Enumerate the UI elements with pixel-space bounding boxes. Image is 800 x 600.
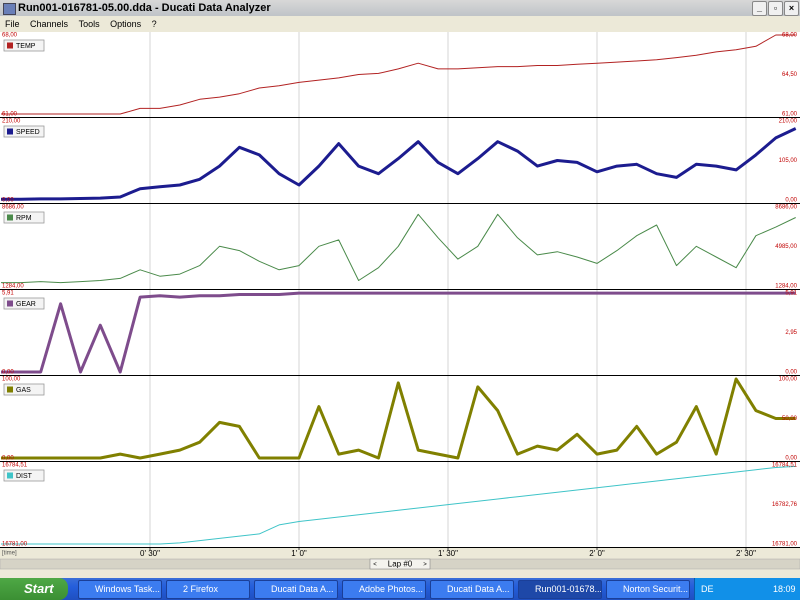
channel-name: DIST [16,473,33,480]
right-scale-label: 1284,00 [775,284,797,290]
channel-swatch [7,42,13,49]
clock: 18:09 [773,584,796,594]
right-scale-label: 61,00 [782,112,798,118]
right-scale-label: 100,00 [779,377,798,383]
left-scale-label: 16781,00 [2,542,28,548]
time-axis-bar [0,548,800,558]
right-scale-label: 0,00 [785,198,797,204]
taskbar-item[interactable]: Norton Securit... [606,580,690,599]
channel-label-box [3,383,45,396]
start-button[interactable]: Start [0,578,68,600]
right-scale-label: 16784,51 [772,463,798,469]
channel-trace [1,127,797,201]
left-scale-label: 100,00 [2,377,21,383]
taskbar-item[interactable]: Adobe Photos... [342,580,426,599]
menu-item[interactable]: Options [110,19,142,29]
channel-name: TEMP [16,43,36,50]
channel-label-box [3,297,45,310]
title-bar: Run001-016781-05.00.dda - Ducati Data An… [0,0,800,16]
time-tick-label: 2' 30" [736,549,756,558]
right-scale-label: 0,00 [785,370,797,376]
lap-prev[interactable]: < [373,562,377,568]
right-scale-label: 16781,00 [772,542,798,548]
right-scale-label: 68,00 [782,33,798,39]
channel-swatch [7,472,13,479]
time-tick-label: 1' 0" [291,549,307,558]
time-tick-label: 1' 30" [438,549,458,558]
channel-label-box [3,39,45,52]
right-scale-label: 2,95 [785,330,797,336]
taskbar-item[interactable]: 2 Firefox [166,580,250,599]
right-scale-label: 8686,00 [775,205,797,211]
left-scale-label: 68,00 [2,33,18,39]
right-scale-label: 16782,76 [772,502,798,508]
channel-trace [1,34,796,115]
right-scale-label: 4985,00 [775,244,797,250]
menu-bar: File Channels Tools Options ? [0,16,800,33]
right-scale-label: 105,00 [779,158,798,164]
menu-item[interactable]: File [5,19,20,29]
right-scale-label: 64,50 [782,72,798,78]
right-scale-label: 5,91 [785,291,797,297]
left-scale-label: 8686,00 [2,205,24,211]
system-tray: DE 18:09 [694,578,800,600]
window-title: Run001-016781-05.00.dda - Ducati Data An… [18,2,271,14]
left-scale-label: 0,00 [2,456,14,462]
taskbar-item[interactable]: Ducati Data A... [254,580,338,599]
time-tick-label: 2' 0" [589,549,605,558]
taskbar-item[interactable]: Windows Task... [78,580,162,599]
taskbar: Start Windows Task... 2 Firefox Ducati D… [0,578,800,600]
minimize-button[interactable]: _ [752,1,767,16]
channel-name: RPM [16,215,32,222]
right-scale-label: 50,00 [782,416,798,422]
menu-item[interactable]: Channels [30,19,69,29]
channel-name: GEAR [16,301,36,308]
left-scale-label: 0,00 [2,370,14,376]
taskbar-item[interactable]: Run001-01678... [518,580,602,599]
menu-item[interactable]: Tools [78,19,100,29]
channel-swatch [7,214,13,221]
time-axis-label: [time] [2,551,17,557]
left-scale-label: 61,00 [2,112,18,118]
time-tick-label: 0' 30" [140,549,160,558]
channel-name: SPEED [16,129,40,136]
channel-label-box [3,211,45,224]
channel-label-box [3,125,45,138]
channel-trace [1,291,796,374]
lap-box [369,558,431,570]
maximize-button[interactable]: ▫ [768,1,783,16]
lap-label: Lap #0 [388,560,413,569]
channel-swatch [7,128,13,135]
channel-swatch [7,300,13,307]
taskbar-item[interactable]: Ducati Data A... [430,580,514,599]
channel-swatch [7,386,13,393]
channel-trace [1,465,796,545]
channel-trace [1,377,796,460]
channel-name: GAS [16,387,31,394]
channel-plots: 61,00 61,00 64,50 68,00 68,00 TEMP 0,00 0,00 105… [0,32,800,570]
app-icon [3,3,16,15]
left-scale-label: 0,00 [2,198,14,204]
left-scale-label: 5,91 [2,291,14,297]
close-button[interactable]: × [784,1,799,16]
menu-item[interactable]: ? [151,19,157,29]
left-scale-label: 16784,51 [2,463,28,469]
right-scale-label: 210,00 [779,119,798,125]
left-scale-label: 210,00 [2,119,21,125]
left-scale-label: 1284,00 [2,284,24,290]
right-scale-label: 0,00 [785,456,797,462]
language[interactable]: DE [701,584,714,594]
channel-trace [1,213,796,284]
channel-label-box [3,469,45,482]
lap-next[interactable]: > [423,562,427,568]
